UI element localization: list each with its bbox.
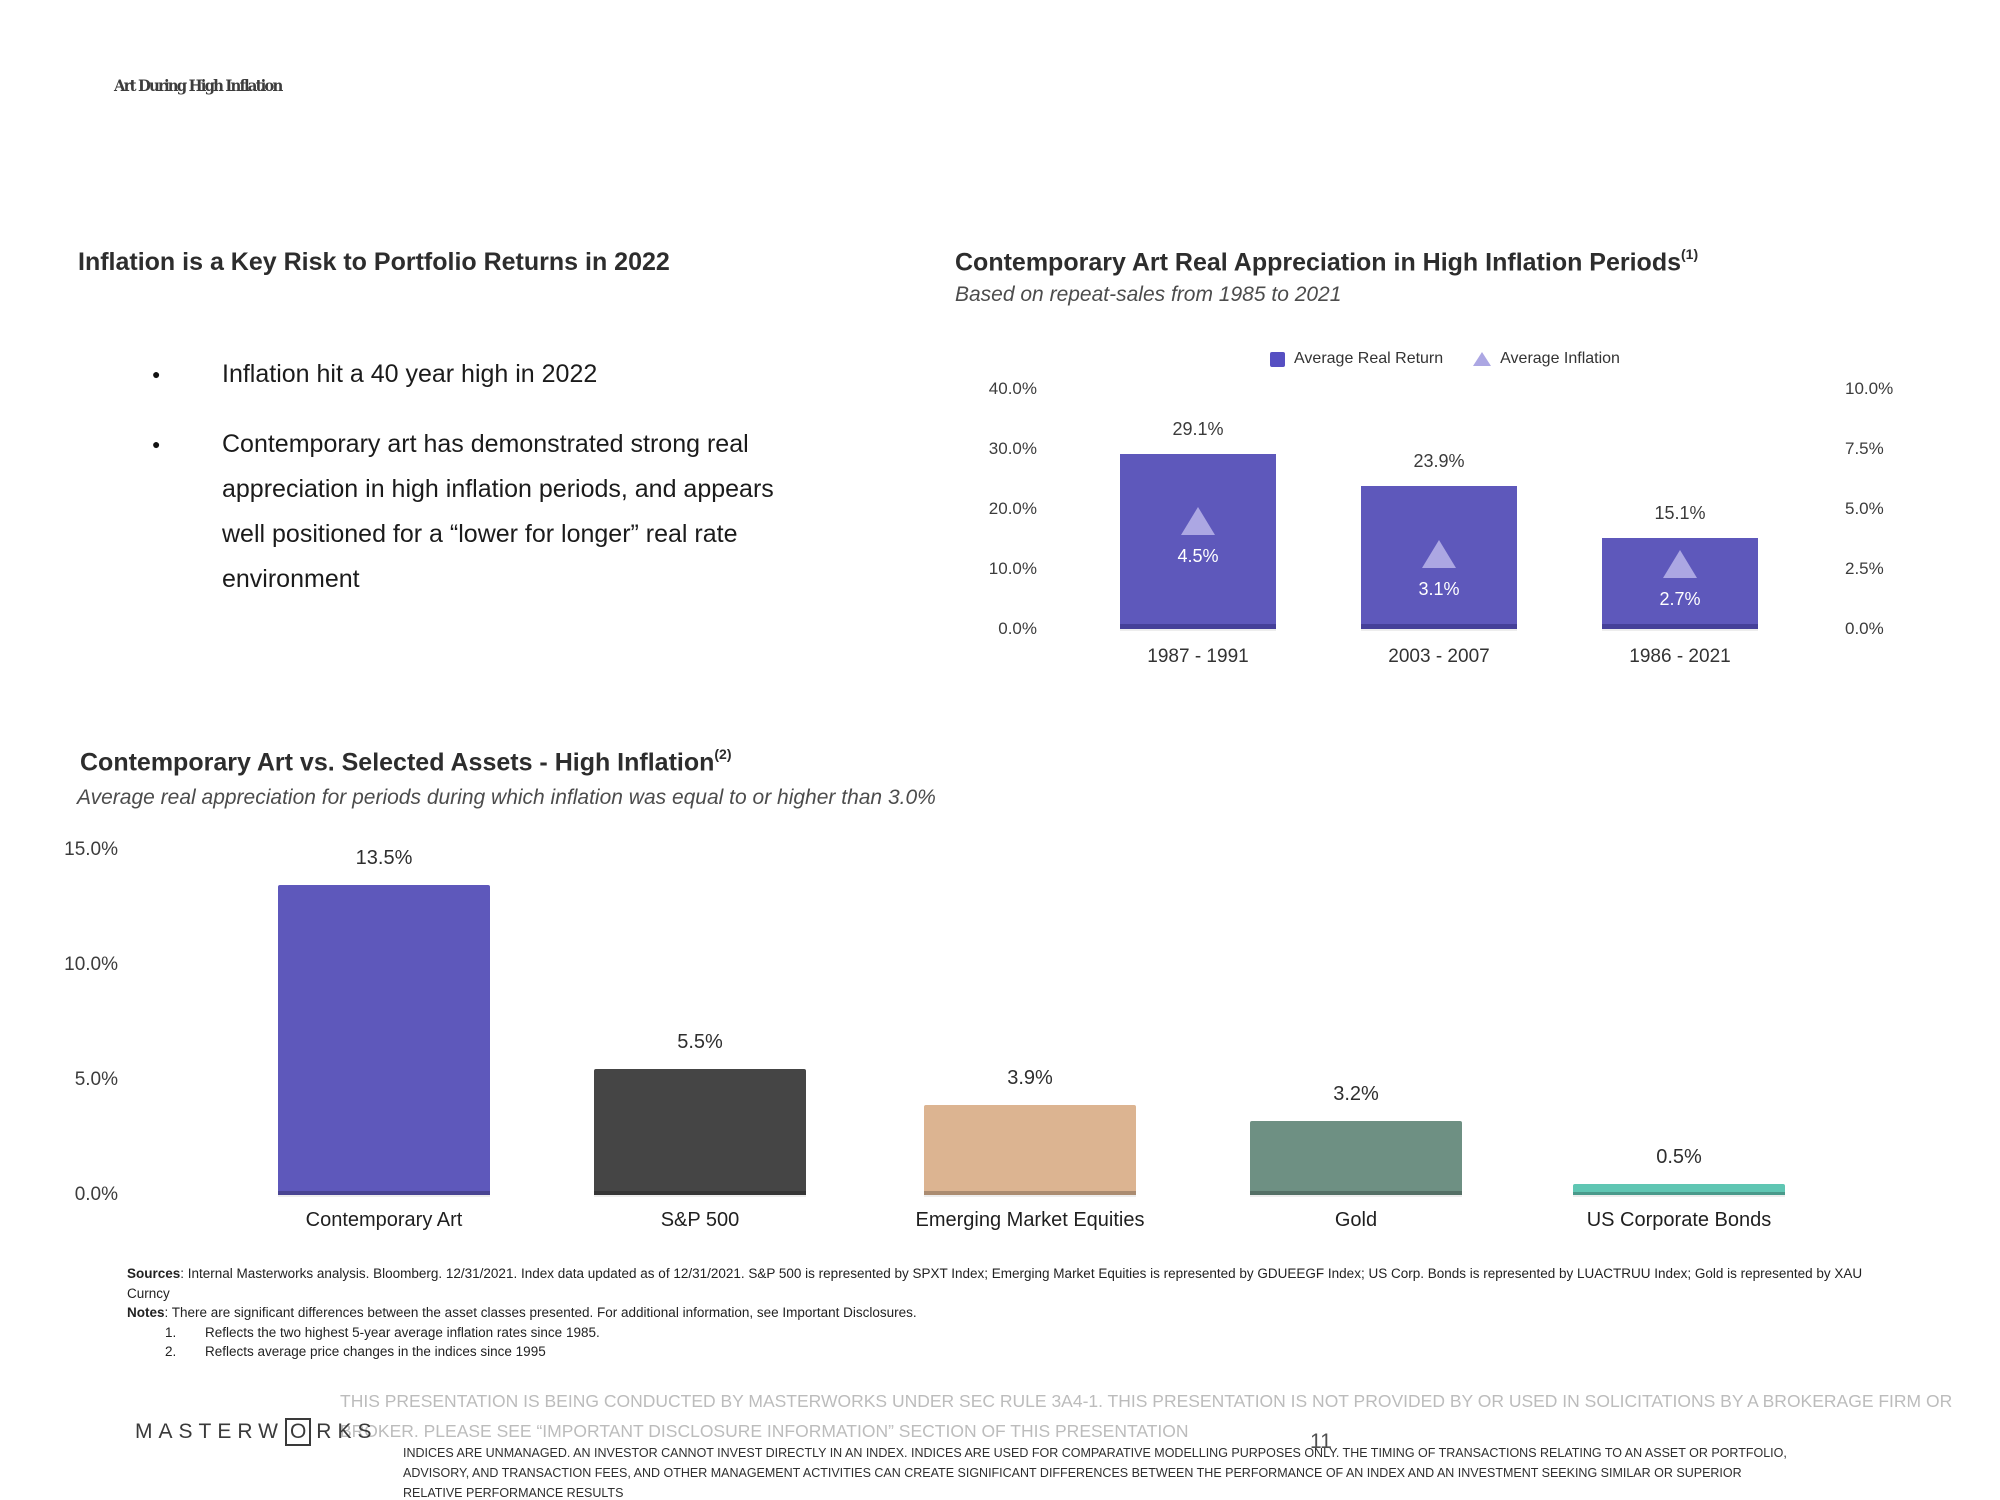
- bullet-item: ● Inflation hit a 40 year high in 2022: [152, 352, 812, 397]
- bullet-item: ● Contemporary art has demonstrated stro…: [152, 422, 812, 602]
- chart2-category-label: Emerging Market Equities: [915, 1209, 1145, 1231]
- chart2-subtitle: Average real appreciation for periods du…: [77, 786, 936, 809]
- legend-item-inflation: Average Inflation: [1473, 350, 1620, 368]
- legend-label: Average Inflation: [1500, 350, 1620, 367]
- footnote-text: Reflects the two highest 5-year average …: [205, 1324, 600, 1340]
- chart1-left-axis-tick-label: 10.0%: [988, 559, 1037, 578]
- square-swatch-icon: [1270, 351, 1286, 367]
- bullet-icon: ●: [152, 366, 161, 382]
- slide-title: Art During High Inflation: [114, 76, 283, 95]
- chart2-axis-tick-label: 5.0%: [74, 1069, 118, 1090]
- bullet-list: ● Inflation hit a 40 year high in 2022 ●…: [152, 352, 812, 627]
- legend-item-real-return: Average Real Return: [1270, 350, 1443, 368]
- chart2-bar: [278, 884, 490, 1195]
- notes-text: : There are significant differences betw…: [164, 1305, 917, 1320]
- footnote-number: 2.: [165, 1344, 177, 1359]
- chart1-inflation-value-label: 2.7%: [1659, 589, 1701, 610]
- chart2-category-label: Contemporary Art: [305, 1209, 463, 1231]
- footnote-number: 1.: [165, 1324, 177, 1340]
- chart1-inflation-value-label: 4.5%: [1177, 545, 1219, 566]
- chart2-bar-value-label: 3.9%: [1007, 1067, 1053, 1090]
- chart1-bar-value-label: 23.9%: [1413, 450, 1465, 471]
- chart2-bar-value-label: 5.5%: [677, 1030, 723, 1053]
- bullet-text: Inflation hit a 40 year high in 2022: [222, 360, 598, 388]
- chart1-left-axis-tick-label: 30.0%: [988, 439, 1037, 458]
- footnotes-block: Sources: Internal Masterworks analysis. …: [127, 1264, 1877, 1362]
- notes-label: Notes: [127, 1305, 165, 1320]
- chart1-bar-value-label: 15.1%: [1654, 503, 1706, 524]
- chart1-inflation-triangle-marker: [1422, 540, 1456, 569]
- page-number: 11: [1310, 1430, 1332, 1453]
- chart1-legend: Average Real Return Average Inflation: [1040, 350, 1850, 368]
- chart2-bar-value-label: 3.2%: [1333, 1083, 1379, 1106]
- bullet-icon: ●: [152, 436, 161, 452]
- chart2-category-label: US Corporate Bonds: [1586, 1209, 1772, 1231]
- chart2-axis-tick-label: 15.0%: [64, 839, 118, 860]
- chart1-right-axis-tick-label: 2.5%: [1845, 558, 1884, 578]
- sources-label: Sources: [127, 1266, 181, 1281]
- sources-text: : Internal Masterworks analysis. Bloombe…: [127, 1266, 1863, 1301]
- chart2-bar-value-label: 0.5%: [1656, 1145, 1702, 1168]
- notes-line: Notes: There are significant differences…: [127, 1303, 1877, 1323]
- chart1-right-axis-tick-label: 0.0%: [1845, 619, 1884, 638]
- chart1-subtitle: Based on repeat-sales from 1985 to 2021: [955, 283, 1342, 306]
- chart1-title: Contemporary Art Real Appreciation in Hi…: [955, 246, 1699, 277]
- sec-disclaimer: THIS PRESENTATION IS BEING CONDUCTED BY …: [340, 1391, 1953, 1441]
- chart1-footnote-marker: (1): [1681, 246, 1699, 262]
- chart2-axis-tick-label: 0.0%: [74, 1184, 118, 1205]
- chart1-inflation-triangle-marker: [1181, 506, 1215, 535]
- chart2-title: Contemporary Art vs. Selected Assets - H…: [80, 746, 732, 777]
- chart1-category-label: 1986 - 2021: [1629, 646, 1731, 667]
- chart2-category-label: S&P 500: [660, 1209, 740, 1231]
- left-panel-heading: Inflation is a Key Risk to Portfolio Ret…: [78, 248, 670, 276]
- chart2-bar: [594, 1068, 806, 1195]
- chart1-left-axis-tick-label: 40.0%: [988, 379, 1037, 398]
- indices-fine-print: INDICES ARE UNMANAGED. AN INVESTOR CANNO…: [403, 1446, 1787, 1500]
- footnote-item: 1. Reflects the two highest 5-year avera…: [127, 1323, 1877, 1343]
- bullet-text: Contemporary art has demonstrated strong…: [222, 430, 774, 593]
- logo-text: MASTERW: [135, 1420, 284, 1443]
- chart2-bar-value-label: 13.5%: [355, 846, 413, 869]
- chart1-right-axis-tick-label: 5.0%: [1845, 498, 1884, 518]
- chart1-left-axis-tick-label: 20.0%: [988, 499, 1037, 518]
- chart1-right-axis-tick-label: 7.5%: [1845, 438, 1884, 458]
- triangle-swatch-icon: [1473, 352, 1492, 366]
- chart1-left-axis-tick-label: 0.0%: [998, 619, 1037, 638]
- chart1-category-label: 2003 - 2007: [1388, 646, 1490, 667]
- chart2-title-text: Contemporary Art vs. Selected Assets - H…: [80, 748, 715, 777]
- logo-boxed-o-icon: O: [284, 1418, 312, 1446]
- chart1-bar-value-label: 29.1%: [1172, 419, 1224, 440]
- chart1-right-axis-tick-label: 10.0%: [1845, 378, 1894, 398]
- logo-text: RKS: [316, 1420, 378, 1443]
- masterworks-logo: MASTERW O RKS: [135, 1418, 377, 1446]
- chart2-axis-tick-label: 10.0%: [64, 954, 118, 975]
- chart2-bar: [1573, 1183, 1785, 1195]
- chart1-category-label: 1987 - 1991: [1147, 646, 1249, 667]
- chart2-bar: [924, 1105, 1136, 1195]
- footnote-text: Reflects average price changes in the in…: [205, 1344, 546, 1359]
- footnote-item: 2. Reflects average price changes in the…: [127, 1342, 1877, 1362]
- chart2-category-label: Gold: [1334, 1209, 1378, 1231]
- chart2-footnote-marker: (2): [714, 746, 732, 762]
- chart2-bar: [1250, 1121, 1462, 1195]
- sources-line: Sources: Internal Masterworks analysis. …: [127, 1264, 1877, 1303]
- legend-label: Average Real Return: [1294, 350, 1444, 367]
- chart1-inflation-triangle-marker: [1663, 550, 1697, 579]
- chart1-inflation-value-label: 3.1%: [1418, 579, 1460, 600]
- chart1-bar: [1120, 454, 1276, 629]
- chart1-title-text: Contemporary Art Real Appreciation in Hi…: [955, 248, 1682, 277]
